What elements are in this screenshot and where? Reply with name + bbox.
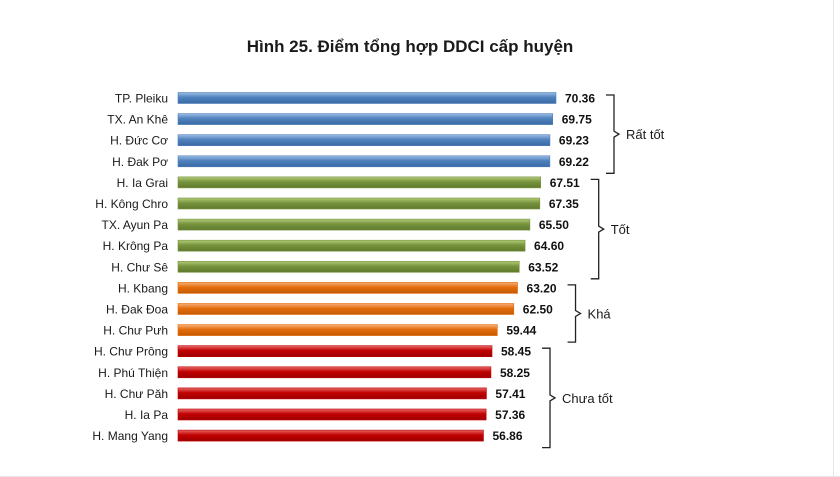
value-label: 67.51 [550, 176, 580, 190]
category-label: H. Chư Pưh [103, 324, 168, 338]
bar [177, 197, 541, 210]
group-label: Khá [588, 307, 612, 322]
category-label: H. Kông Chro [95, 197, 168, 211]
bar [177, 92, 557, 104]
frame-line-right [833, 0, 834, 477]
group-bracket [590, 178, 605, 280]
bar [177, 239, 526, 252]
category-label: H. Ia Pa [125, 408, 169, 422]
bar [177, 324, 498, 336]
value-label: 63.20 [527, 281, 557, 295]
value-label: 69.75 [562, 113, 592, 127]
value-label: 62.50 [523, 303, 553, 317]
category-label: H. Chư Sê [111, 260, 168, 274]
value-label: 59.44 [506, 324, 536, 338]
bar [177, 113, 554, 125]
value-label: 56.86 [492, 429, 522, 443]
category-label: H. Đak Pơ [112, 155, 168, 169]
value-label: 69.23 [559, 134, 589, 148]
value-label: 57.41 [495, 387, 525, 401]
value-label: 57.36 [495, 408, 525, 422]
bar [177, 345, 493, 358]
category-label: H. Đak Đoa [106, 303, 168, 317]
bar [177, 260, 520, 273]
category-label: H. Phú Thiện [98, 366, 168, 380]
bar [177, 155, 551, 168]
value-label: 70.36 [565, 92, 595, 106]
category-label: H. Kbang [118, 281, 168, 295]
category-label: H. Mang Yang [92, 429, 168, 443]
value-label: 67.35 [549, 197, 579, 211]
value-label: 58.45 [501, 345, 531, 359]
group-label: Tốt [611, 222, 630, 237]
category-label: H. Ia Grai [117, 176, 168, 190]
chart-title: Hình 25. Điểm tổng hợp DDCI cấp huyện [247, 37, 574, 56]
group-label: Chưa tốt [562, 391, 613, 406]
bar [177, 387, 487, 400]
bar [177, 282, 518, 294]
category-label: H. Đức Cơ [110, 134, 168, 148]
category-label: H. Chư Păh [105, 387, 168, 401]
bar [177, 366, 492, 379]
value-label: 63.52 [528, 260, 558, 274]
category-label: TP. Pleiku [115, 92, 168, 106]
value-label: 58.25 [500, 366, 530, 380]
group-bracket [567, 284, 582, 343]
category-label: TX. Ayun Pa [102, 218, 169, 232]
category-label: H. Krông Pa [103, 239, 169, 253]
group-bracket [542, 347, 557, 449]
bar [177, 303, 515, 315]
bar [177, 429, 484, 442]
bar [177, 218, 531, 231]
bar [177, 408, 487, 421]
category-label: H. Chư Prông [94, 345, 168, 359]
value-label: 64.60 [534, 239, 564, 253]
value-label: 69.22 [559, 155, 589, 169]
group-bracket [606, 94, 621, 174]
bar [177, 176, 541, 189]
value-label: 65.50 [539, 218, 569, 232]
group-label: Rất tốt [626, 127, 665, 142]
bar [177, 134, 551, 146]
category-label: TX. An Khê [107, 113, 168, 127]
